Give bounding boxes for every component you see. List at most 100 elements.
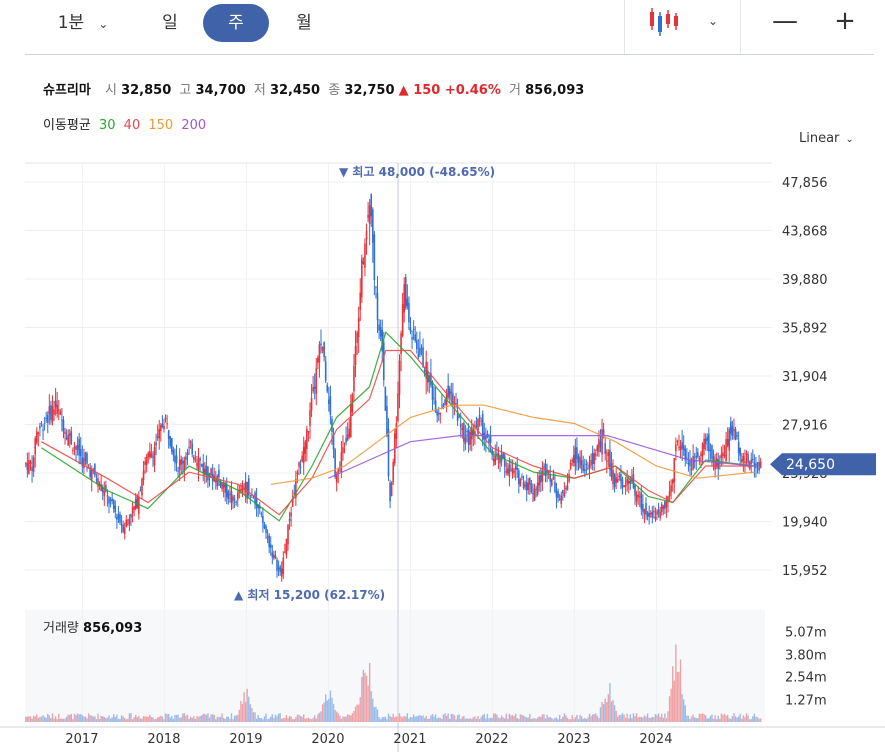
candle — [638, 496, 641, 498]
volume-bar — [510, 715, 512, 722]
volume-bar — [262, 719, 264, 722]
candle — [387, 428, 390, 477]
candle — [309, 410, 311, 426]
candle — [354, 346, 357, 365]
candle — [315, 368, 318, 394]
candle — [196, 463, 198, 466]
candle — [247, 478, 250, 496]
candle — [414, 334, 416, 341]
tab-day[interactable]: 일 — [162, 13, 178, 33]
candle — [186, 452, 189, 456]
candle — [557, 491, 559, 498]
volume-bar — [142, 716, 145, 722]
candle — [133, 506, 135, 510]
volume-bar — [741, 718, 743, 722]
volume-bar — [292, 719, 294, 722]
candle — [317, 357, 319, 363]
volume-bar — [664, 713, 666, 722]
volume-bar — [156, 717, 159, 722]
volume-bar — [186, 714, 189, 722]
candle — [450, 391, 453, 394]
candle — [673, 458, 676, 483]
volume-bar — [643, 715, 646, 722]
chevron-down-icon: ⌄ — [845, 134, 854, 145]
current-price-tag — [770, 453, 876, 476]
tab-month[interactable]: 월 — [296, 13, 312, 33]
volume-bar — [516, 718, 518, 722]
candle — [723, 455, 726, 457]
candle — [269, 544, 272, 549]
scale-selector[interactable]: Linear ⌄ — [799, 131, 854, 146]
volume-bar — [376, 709, 379, 722]
candle — [29, 461, 32, 464]
volume-bar — [615, 710, 617, 722]
volume-bar — [472, 717, 474, 722]
volume-bar — [450, 713, 453, 722]
candle — [693, 460, 696, 463]
zoom-in-button[interactable]: + — [834, 6, 856, 36]
volume-bar — [653, 717, 655, 722]
volume-bar — [395, 716, 398, 722]
candle — [671, 479, 674, 484]
candle — [114, 505, 117, 513]
candle — [461, 427, 464, 431]
candle — [525, 482, 528, 491]
volume-bar — [546, 714, 548, 722]
volume-bar — [83, 716, 85, 722]
candle — [679, 445, 682, 451]
candle — [362, 261, 365, 264]
volume-bar — [119, 719, 121, 722]
candle — [660, 504, 663, 513]
volume-bar — [485, 718, 487, 722]
interval-selector[interactable]: 1분 ⌄ — [48, 4, 118, 42]
open-label: 시 — [104, 83, 117, 98]
volume-bar — [549, 716, 551, 722]
candle — [50, 405, 52, 420]
volume-bar — [590, 716, 592, 722]
candle — [134, 499, 137, 509]
candle — [739, 447, 742, 456]
zoom-out-button[interactable]: — — [772, 6, 798, 36]
candle — [408, 302, 410, 323]
candle — [687, 463, 690, 465]
volume-bar — [631, 718, 633, 722]
chart-type-selector[interactable]: ⌄ — [636, 6, 736, 42]
candle — [726, 439, 729, 446]
volume-bar — [428, 718, 431, 722]
candle — [725, 439, 727, 462]
tab-week[interactable]: 주 — [203, 4, 269, 42]
candle — [62, 419, 65, 432]
volume-bar — [497, 717, 500, 722]
volume-bar — [80, 714, 82, 722]
candle — [125, 519, 128, 527]
volume-bar — [122, 716, 124, 722]
volume-bar — [378, 717, 380, 722]
candle — [172, 449, 175, 456]
candle — [384, 386, 387, 411]
candle — [594, 454, 597, 456]
candle — [73, 446, 76, 449]
volume-bar — [414, 716, 416, 722]
price-tick-label: 47,856 — [782, 176, 828, 191]
candle — [375, 286, 377, 288]
candle — [469, 432, 471, 445]
moving-average-legend[interactable]: 이동평균 30 40 150 200 — [43, 114, 210, 133]
candle — [345, 437, 347, 443]
candle — [359, 292, 362, 310]
volume-bar — [365, 675, 368, 722]
current-price-label: 24,650 — [786, 457, 835, 473]
candle — [152, 456, 154, 458]
candle — [422, 347, 424, 367]
volume-bar — [555, 717, 558, 722]
candle — [70, 431, 73, 445]
candle — [728, 429, 731, 451]
volume-bar — [514, 713, 517, 722]
candle — [516, 467, 519, 470]
candle — [72, 449, 74, 451]
volume-bar — [361, 677, 363, 722]
year-tick-label: 2021 — [393, 732, 426, 747]
volume-bar — [161, 716, 164, 722]
candle — [31, 466, 33, 471]
candle — [313, 386, 316, 389]
